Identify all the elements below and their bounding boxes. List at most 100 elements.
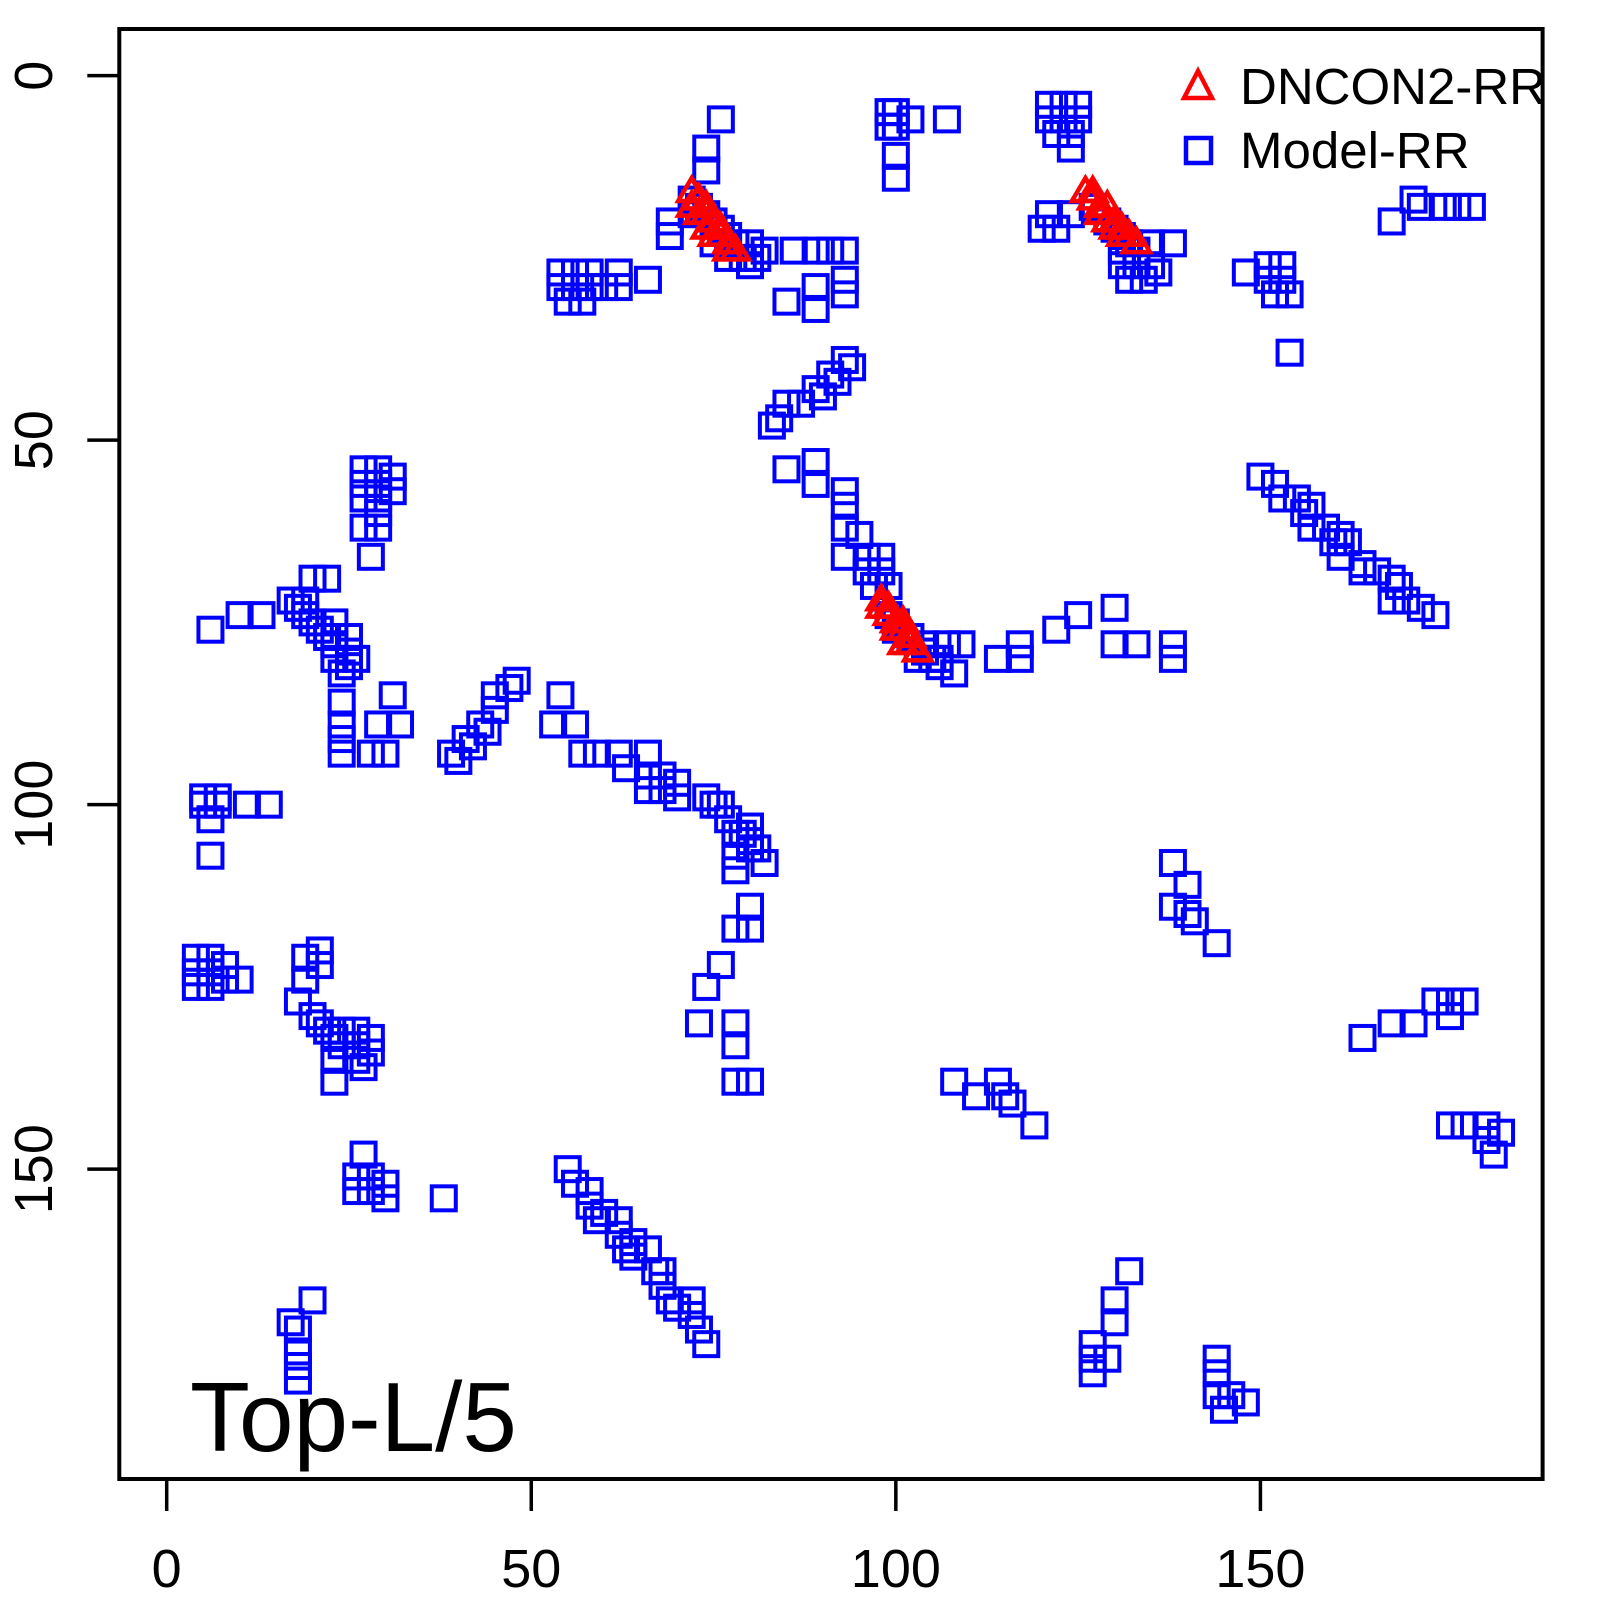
square-marker bbox=[320, 644, 349, 673]
square-marker bbox=[801, 273, 830, 302]
square-marker bbox=[458, 732, 487, 761]
square-marker bbox=[320, 608, 349, 637]
square-marker bbox=[568, 739, 597, 768]
square-marker bbox=[327, 710, 356, 739]
square-marker bbox=[211, 965, 240, 994]
square-marker bbox=[1443, 192, 1472, 221]
square-marker bbox=[925, 652, 954, 681]
square-marker bbox=[1100, 593, 1129, 622]
square-marker bbox=[1406, 192, 1435, 221]
square-marker bbox=[1042, 214, 1071, 243]
square-marker bbox=[962, 1082, 991, 1111]
square-marker bbox=[276, 586, 305, 615]
square-marker bbox=[663, 768, 692, 797]
square-marker bbox=[1056, 134, 1085, 163]
square-marker bbox=[356, 739, 385, 768]
square-marker bbox=[342, 1162, 371, 1191]
square-marker bbox=[291, 601, 320, 630]
square-marker bbox=[1275, 338, 1304, 367]
square-marker bbox=[604, 273, 633, 302]
square-marker bbox=[582, 739, 611, 768]
square-marker bbox=[553, 287, 582, 316]
square-marker bbox=[502, 666, 531, 695]
square-marker bbox=[342, 1031, 371, 1060]
square-marker bbox=[196, 841, 225, 870]
square-marker bbox=[349, 484, 378, 513]
square-marker bbox=[1472, 1111, 1501, 1140]
square-marker bbox=[327, 659, 356, 688]
square-marker bbox=[313, 564, 342, 593]
square-marker bbox=[1282, 484, 1311, 513]
square-marker bbox=[283, 1352, 312, 1381]
square-marker bbox=[1421, 987, 1450, 1016]
square-marker bbox=[283, 1337, 312, 1366]
square-marker bbox=[1100, 1308, 1129, 1337]
square-marker bbox=[721, 914, 750, 943]
square-marker bbox=[1020, 1111, 1049, 1140]
square-marker bbox=[1042, 119, 1071, 148]
square-marker bbox=[1158, 644, 1187, 673]
square-marker bbox=[291, 943, 320, 972]
triangle-marker bbox=[900, 632, 936, 663]
square-marker bbox=[568, 287, 597, 316]
square-marker bbox=[356, 542, 385, 571]
square-marker bbox=[648, 1271, 677, 1300]
square-marker bbox=[1246, 462, 1275, 491]
square-marker bbox=[1173, 870, 1202, 899]
square-marker bbox=[342, 1016, 371, 1045]
square-marker bbox=[371, 1184, 400, 1213]
square-marker bbox=[1049, 105, 1078, 134]
square-marker bbox=[1450, 987, 1479, 1016]
square-marker bbox=[364, 469, 393, 498]
square-marker bbox=[283, 1366, 312, 1395]
square-marker bbox=[765, 404, 794, 433]
square-marker bbox=[1421, 601, 1450, 630]
square-marker bbox=[203, 790, 232, 819]
legend-label-model-rr: Model-RR bbox=[1240, 121, 1470, 179]
square-marker bbox=[750, 236, 779, 265]
square-marker bbox=[604, 1206, 633, 1235]
square-marker bbox=[896, 105, 925, 134]
square-marker bbox=[1180, 907, 1209, 936]
legend-entry-model-rr: Model-RR bbox=[1160, 118, 1546, 182]
square-marker bbox=[342, 1177, 371, 1206]
square-marker bbox=[1319, 528, 1348, 557]
square-marker bbox=[612, 1235, 641, 1264]
square-marker bbox=[677, 1286, 706, 1315]
square-marker bbox=[1326, 520, 1355, 549]
square-marker bbox=[1261, 280, 1290, 309]
square-marker bbox=[721, 1031, 750, 1060]
square-marker bbox=[881, 98, 910, 127]
square-marker bbox=[553, 1155, 582, 1184]
square-marker bbox=[371, 739, 400, 768]
square-marker bbox=[612, 754, 641, 783]
square-marker bbox=[356, 1162, 385, 1191]
square-marker bbox=[721, 841, 750, 870]
square-marker bbox=[750, 848, 779, 877]
square-marker bbox=[320, 630, 349, 659]
square-marker bbox=[1005, 630, 1034, 659]
square-marker bbox=[437, 739, 466, 768]
square-marker bbox=[196, 943, 225, 972]
square-marker bbox=[1312, 513, 1341, 542]
square-marker bbox=[327, 1031, 356, 1060]
square-marker bbox=[364, 455, 393, 484]
square-marker bbox=[590, 273, 619, 302]
square-marker bbox=[225, 601, 254, 630]
square-marker bbox=[378, 462, 407, 491]
legend: DNCON2-RR Model-RR bbox=[1160, 54, 1546, 182]
square-marker bbox=[1064, 105, 1093, 134]
square-marker bbox=[1472, 1126, 1501, 1155]
square-marker bbox=[1363, 557, 1392, 586]
square-marker bbox=[991, 1082, 1020, 1111]
square-marker bbox=[1399, 1009, 1428, 1038]
square-marker bbox=[1297, 513, 1326, 542]
square-marker bbox=[736, 827, 765, 856]
square-marker bbox=[1158, 229, 1187, 258]
square-marker bbox=[1348, 557, 1377, 586]
square-marker bbox=[947, 630, 976, 659]
square-marker bbox=[181, 958, 210, 987]
square-marker bbox=[349, 1053, 378, 1082]
